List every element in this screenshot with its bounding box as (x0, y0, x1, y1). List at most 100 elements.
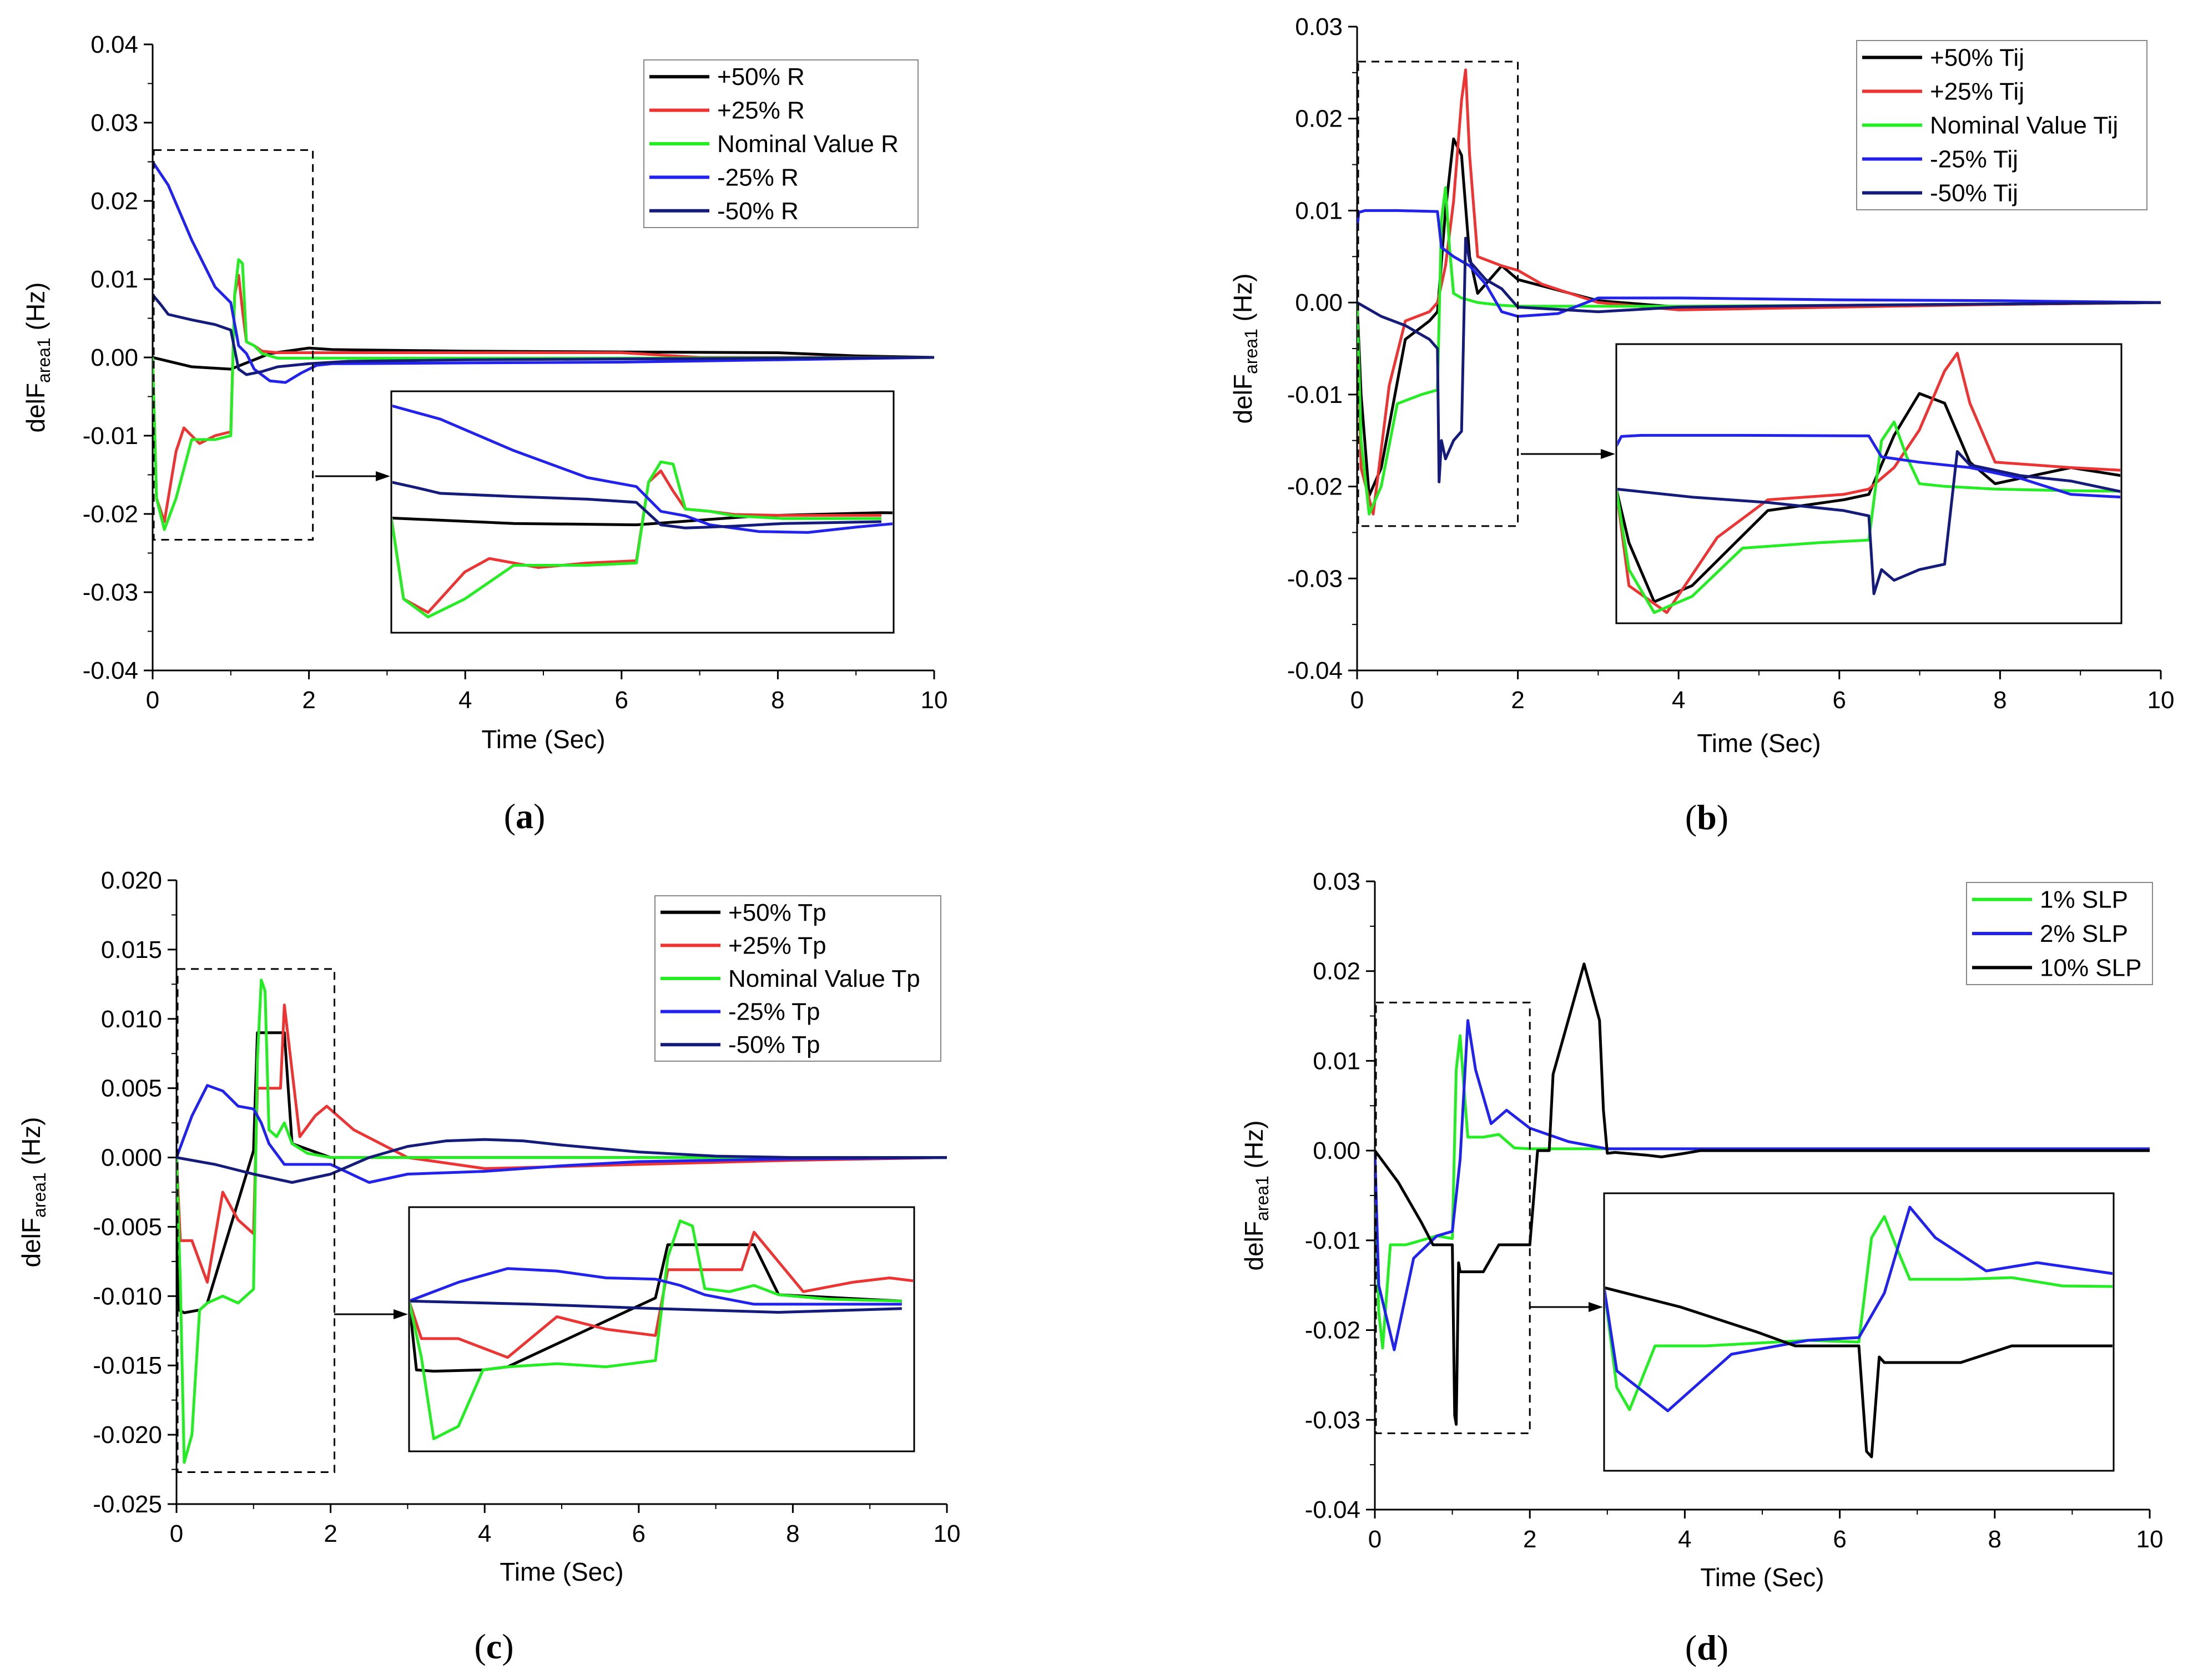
y-tick-label: -0.025 (93, 1491, 162, 1518)
y-axis-label-unit: (Hz) (21, 282, 50, 338)
y-tick-label: 0.01 (90, 266, 138, 293)
series-line-3 (153, 258, 935, 531)
y-tick-label: -0.03 (83, 579, 138, 606)
y-tick-label: -0.02 (83, 501, 138, 528)
x-tick-label: 8 (1993, 687, 2007, 714)
inset-series-line-2 (1617, 351, 2120, 614)
y-tick-label: 0.000 (101, 1144, 162, 1172)
x-axis-label: Time (Sec) (1700, 1563, 1824, 1592)
legend-label: +25% Tp (728, 932, 826, 959)
plot-area (1357, 68, 2161, 516)
legend-label: -25% Tij (1930, 146, 2018, 173)
y-tick-label: -0.04 (83, 657, 138, 684)
plot-area (177, 978, 947, 1464)
x-tick-label: 4 (1672, 687, 1685, 714)
x-tick-label: 10 (2147, 687, 2175, 714)
x-tick-label: 6 (632, 1520, 646, 1547)
x-tick-label: 2 (302, 687, 315, 714)
y-tick-label: 0.02 (1295, 105, 1343, 133)
y-tick-label: 0.03 (1295, 13, 1343, 41)
x-axis-label: Time (Sec) (481, 725, 605, 754)
y-tick-label: -0.02 (1287, 473, 1343, 501)
y-tick-label: -0.015 (93, 1352, 162, 1379)
x-tick-label: 6 (615, 687, 628, 714)
y-tick-label: 0.01 (1295, 197, 1343, 224)
zoom-arrow (315, 471, 390, 481)
y-tick-label: -0.03 (1287, 565, 1343, 592)
legend: +50% R +25% R Nominal Value R -25% R -50% R (643, 59, 919, 228)
y-axis-label-main: delF (17, 1218, 46, 1267)
x-tick-label: 0 (1350, 687, 1364, 714)
panel-caption: (d) (1685, 1628, 1728, 1667)
caption-letter: c (486, 1627, 502, 1666)
inset-series-line-3 (392, 460, 881, 619)
panel-a: 0 2 4 6 8 10 -0.04 -0.03 -0.02 -0.01 0.00 0.01 0.02 0… (21, 31, 947, 836)
plot-area (1375, 962, 2150, 1426)
caption-paren-close: ) (533, 796, 545, 836)
y-axis-label: delFarea1 (Hz) (1228, 274, 1261, 424)
legend-label: Nominal Value Tij (1930, 112, 2118, 139)
caption-paren-open: ( (1685, 1628, 1697, 1667)
x-axis-label: Time (Sec) (500, 1557, 623, 1586)
legend-label: -25% Tp (728, 998, 820, 1026)
y-tick-label: 0.010 (101, 1006, 162, 1033)
series-line-4 (1357, 209, 2161, 318)
x-tick-label: 2 (324, 1520, 337, 1547)
y-tick-label: 0.005 (101, 1075, 162, 1102)
y-tick-label: -0.020 (93, 1421, 162, 1449)
series-line-5 (153, 294, 935, 376)
inset-plot (392, 404, 893, 619)
y-axis-label-subscript: area1 (1241, 329, 1261, 374)
legend-label: 1% SLP (2040, 886, 2128, 914)
legend-label: Nominal Value Tp (728, 965, 920, 992)
y-tick-label: -0.01 (1305, 1227, 1360, 1254)
y-tick-label: -0.04 (1305, 1496, 1360, 1523)
legend-label: 10% SLP (2040, 954, 2141, 981)
inset-series-line-2 (1605, 1205, 2113, 1412)
panel-caption: (a) (504, 796, 546, 836)
y-tick-label: -0.02 (1305, 1317, 1360, 1344)
caption-letter: b (1697, 798, 1717, 837)
y-tick-label: 0.00 (1295, 289, 1343, 316)
y-tick-label: -0.005 (93, 1213, 162, 1240)
y-axis-label-subscript: area1 (29, 1172, 49, 1218)
zoom-region-box (1357, 60, 1519, 527)
y-tick-label: -0.010 (93, 1283, 162, 1310)
legend-label: +50% Tp (728, 899, 826, 926)
y-tick-label: 0.00 (90, 344, 138, 371)
y-axis-label: delFarea1 (Hz) (17, 1117, 49, 1268)
caption-paren-open: ( (474, 1627, 486, 1666)
x-tick-label: 4 (478, 1520, 491, 1547)
caption-paren-close: ) (1717, 1628, 1728, 1667)
legend: +50% Tij +25% Tij Nominal Value Tij -25% Ti… (1856, 40, 2147, 210)
legend: +50% Tp +25% Tp Nominal Value Tp -25% Tp -50… (654, 895, 941, 1062)
legend-label: -50% Tij (1930, 180, 2018, 207)
caption-letter: a (516, 796, 533, 836)
y-tick-label: -0.01 (1287, 381, 1343, 408)
inset-plot (1605, 1205, 2113, 1459)
series-line-2 (1375, 1019, 2150, 1351)
y-tick-label: 0.04 (90, 31, 138, 58)
zoom-arrow (1529, 1302, 1603, 1312)
panel-caption: (b) (1685, 798, 1728, 837)
zoom-arrow-head (1601, 449, 1615, 459)
x-tick-label: 10 (934, 1520, 961, 1547)
y-tick-label: 0.02 (90, 188, 138, 215)
series-line-4 (177, 1084, 947, 1184)
series-line-5 (177, 1138, 947, 1184)
panel-caption: (c) (474, 1627, 513, 1666)
inset-series-line-4 (1617, 433, 2120, 499)
zoom-region-box (153, 149, 314, 541)
zoom-region-box (177, 968, 336, 1474)
y-tick-label: -0.01 (83, 422, 138, 450)
series-line-3 (1357, 186, 2161, 516)
y-axis-label-main: delF (21, 383, 50, 432)
y-tick-label: 0.00 (1313, 1137, 1360, 1164)
x-tick-label: 2 (1523, 1526, 1536, 1553)
series-line-2 (153, 274, 934, 523)
x-tick-label: 0 (1368, 1526, 1382, 1553)
x-tick-label: 10 (2136, 1526, 2164, 1553)
panel-c: 0 2 4 6 8 10 -0.025 -0.020 -0.015 -0.010 -0.005 0.0… (17, 867, 961, 1666)
inset-series-line-1 (410, 1243, 902, 1373)
legend-label: -50% R (717, 198, 799, 225)
